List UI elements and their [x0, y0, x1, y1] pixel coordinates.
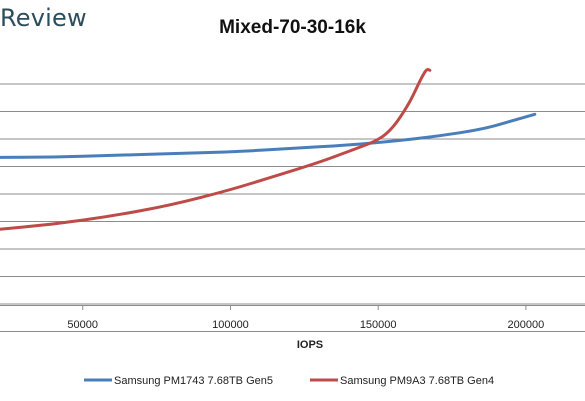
x-tick-label: 200000 [508, 319, 545, 331]
legend-label: Samsung PM1743 7.68TB Gen5 [114, 375, 273, 387]
x-tick-label: 50000 [67, 319, 98, 331]
x-tick-label: 100000 [212, 319, 249, 331]
chart-title: Mixed-70-30-16k [219, 17, 366, 38]
series-line-2 [0, 67, 432, 231]
chart-legend: Samsung PM1743 7.68TB Gen5 Samsung PM9A3 … [84, 375, 494, 387]
series-line-1 [0, 112, 537, 159]
x-tick-label: 150000 [360, 319, 397, 331]
legend-label: Samsung PM9A3 7.68TB Gen4 [340, 375, 494, 387]
chart-grid [0, 83, 585, 332]
x-axis-ticks: 50000 100000 150000 200000 [67, 305, 544, 331]
brand-logo-text: Review [0, 4, 87, 32]
x-axis-title: IOPS [297, 339, 323, 351]
chart-series [0, 67, 537, 231]
